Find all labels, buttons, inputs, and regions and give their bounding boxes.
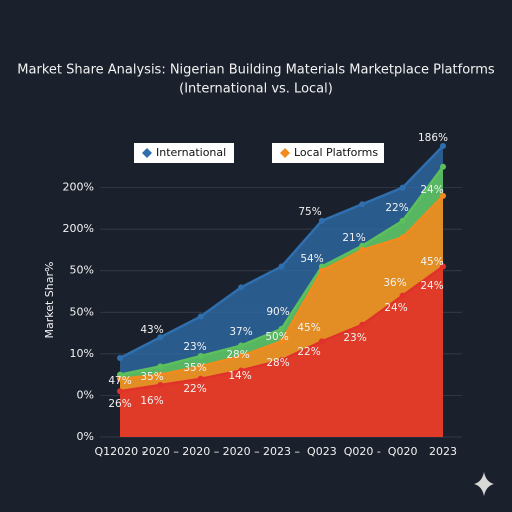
data-label: 14% <box>228 370 251 382</box>
point <box>278 338 285 345</box>
data-label: 50% <box>265 331 288 343</box>
point <box>278 263 285 270</box>
legend-label: Local Platforms <box>294 146 378 159</box>
point <box>399 217 406 224</box>
point <box>157 382 164 389</box>
data-label: 35% <box>140 371 163 383</box>
point <box>197 352 204 359</box>
data-label: 47% <box>108 375 131 387</box>
point <box>197 363 204 370</box>
data-label: 186% <box>418 132 448 144</box>
data-label: 24% <box>420 184 443 196</box>
data-label: 26% <box>108 398 131 410</box>
point <box>318 338 325 345</box>
legend-swatch <box>280 148 290 158</box>
point <box>157 371 164 378</box>
data-label: 45% <box>297 322 320 334</box>
x-tick-label: Q020 <box>388 445 418 458</box>
data-label: 37% <box>229 326 252 338</box>
x-tick-label: 2023 <box>429 445 457 458</box>
point <box>117 355 123 362</box>
data-label: 54% <box>300 253 323 265</box>
point <box>318 267 325 274</box>
data-label: 90% <box>266 306 289 318</box>
y-tick-label: 0% <box>77 430 94 443</box>
y-tick-label: 200% <box>63 181 94 194</box>
data-label: 22% <box>385 202 408 214</box>
point <box>238 284 245 291</box>
x-tick-label: 2020 – <box>182 445 219 458</box>
y-tick-label: 0% <box>77 388 94 401</box>
legend-box <box>272 143 384 163</box>
point <box>238 352 245 359</box>
y-axis-label: Market Shar% <box>43 262 56 339</box>
legend-box <box>134 143 234 163</box>
point <box>117 375 123 382</box>
data-label: 22% <box>297 346 320 358</box>
point <box>157 334 164 341</box>
y-tick-label: 10% <box>70 347 94 360</box>
chart-title: Market Share Analysis: Nigerian Building… <box>17 63 495 78</box>
x-tick-label: Q023 <box>307 445 337 458</box>
point <box>318 263 325 270</box>
y-tick-label: 200% <box>63 222 94 235</box>
point <box>157 363 164 370</box>
point <box>197 313 204 320</box>
point <box>440 143 446 149</box>
data-label: 22% <box>183 383 206 395</box>
data-label: 43% <box>140 324 163 336</box>
point <box>278 357 285 364</box>
point <box>117 371 123 378</box>
area <box>120 266 443 437</box>
point <box>359 321 366 328</box>
point <box>440 263 446 270</box>
x-tick-label: 2020 – <box>142 445 179 458</box>
point <box>399 292 406 299</box>
x-tick-label: Q12020 - <box>94 445 145 458</box>
point <box>278 325 285 332</box>
y-tick-label: 50% <box>70 264 94 277</box>
data-label: 45% <box>420 256 443 268</box>
point <box>440 192 446 199</box>
sparkle-icon <box>474 472 494 496</box>
data-label: 35% <box>183 362 206 374</box>
data-label: 75% <box>298 206 321 218</box>
data-label: 24% <box>384 302 407 314</box>
x-tick-label: Q020 - <box>344 445 381 458</box>
data-label: 16% <box>140 395 163 407</box>
data-label: 24% <box>420 280 443 292</box>
point <box>318 217 325 224</box>
point <box>359 201 366 208</box>
point <box>197 375 204 382</box>
data-label: 23% <box>343 332 366 344</box>
data-label: 28% <box>266 357 289 369</box>
point <box>359 246 366 253</box>
point <box>440 163 446 170</box>
point <box>399 184 406 191</box>
point <box>238 342 245 349</box>
point <box>359 242 366 249</box>
x-tick-label: 2020 – <box>223 445 260 458</box>
data-label: 21% <box>342 232 365 244</box>
legend-label: International <box>156 146 226 159</box>
point <box>399 234 406 241</box>
legend-swatch <box>142 148 152 158</box>
chart-subtitle: (International vs. Local) <box>179 82 333 97</box>
data-label: 23% <box>183 341 206 353</box>
data-label: 36% <box>383 277 406 289</box>
point <box>238 367 245 374</box>
y-tick-label: 50% <box>70 305 94 318</box>
x-tick-label: 2023 – <box>263 445 300 458</box>
data-label: 28% <box>226 349 249 361</box>
point <box>117 388 123 395</box>
